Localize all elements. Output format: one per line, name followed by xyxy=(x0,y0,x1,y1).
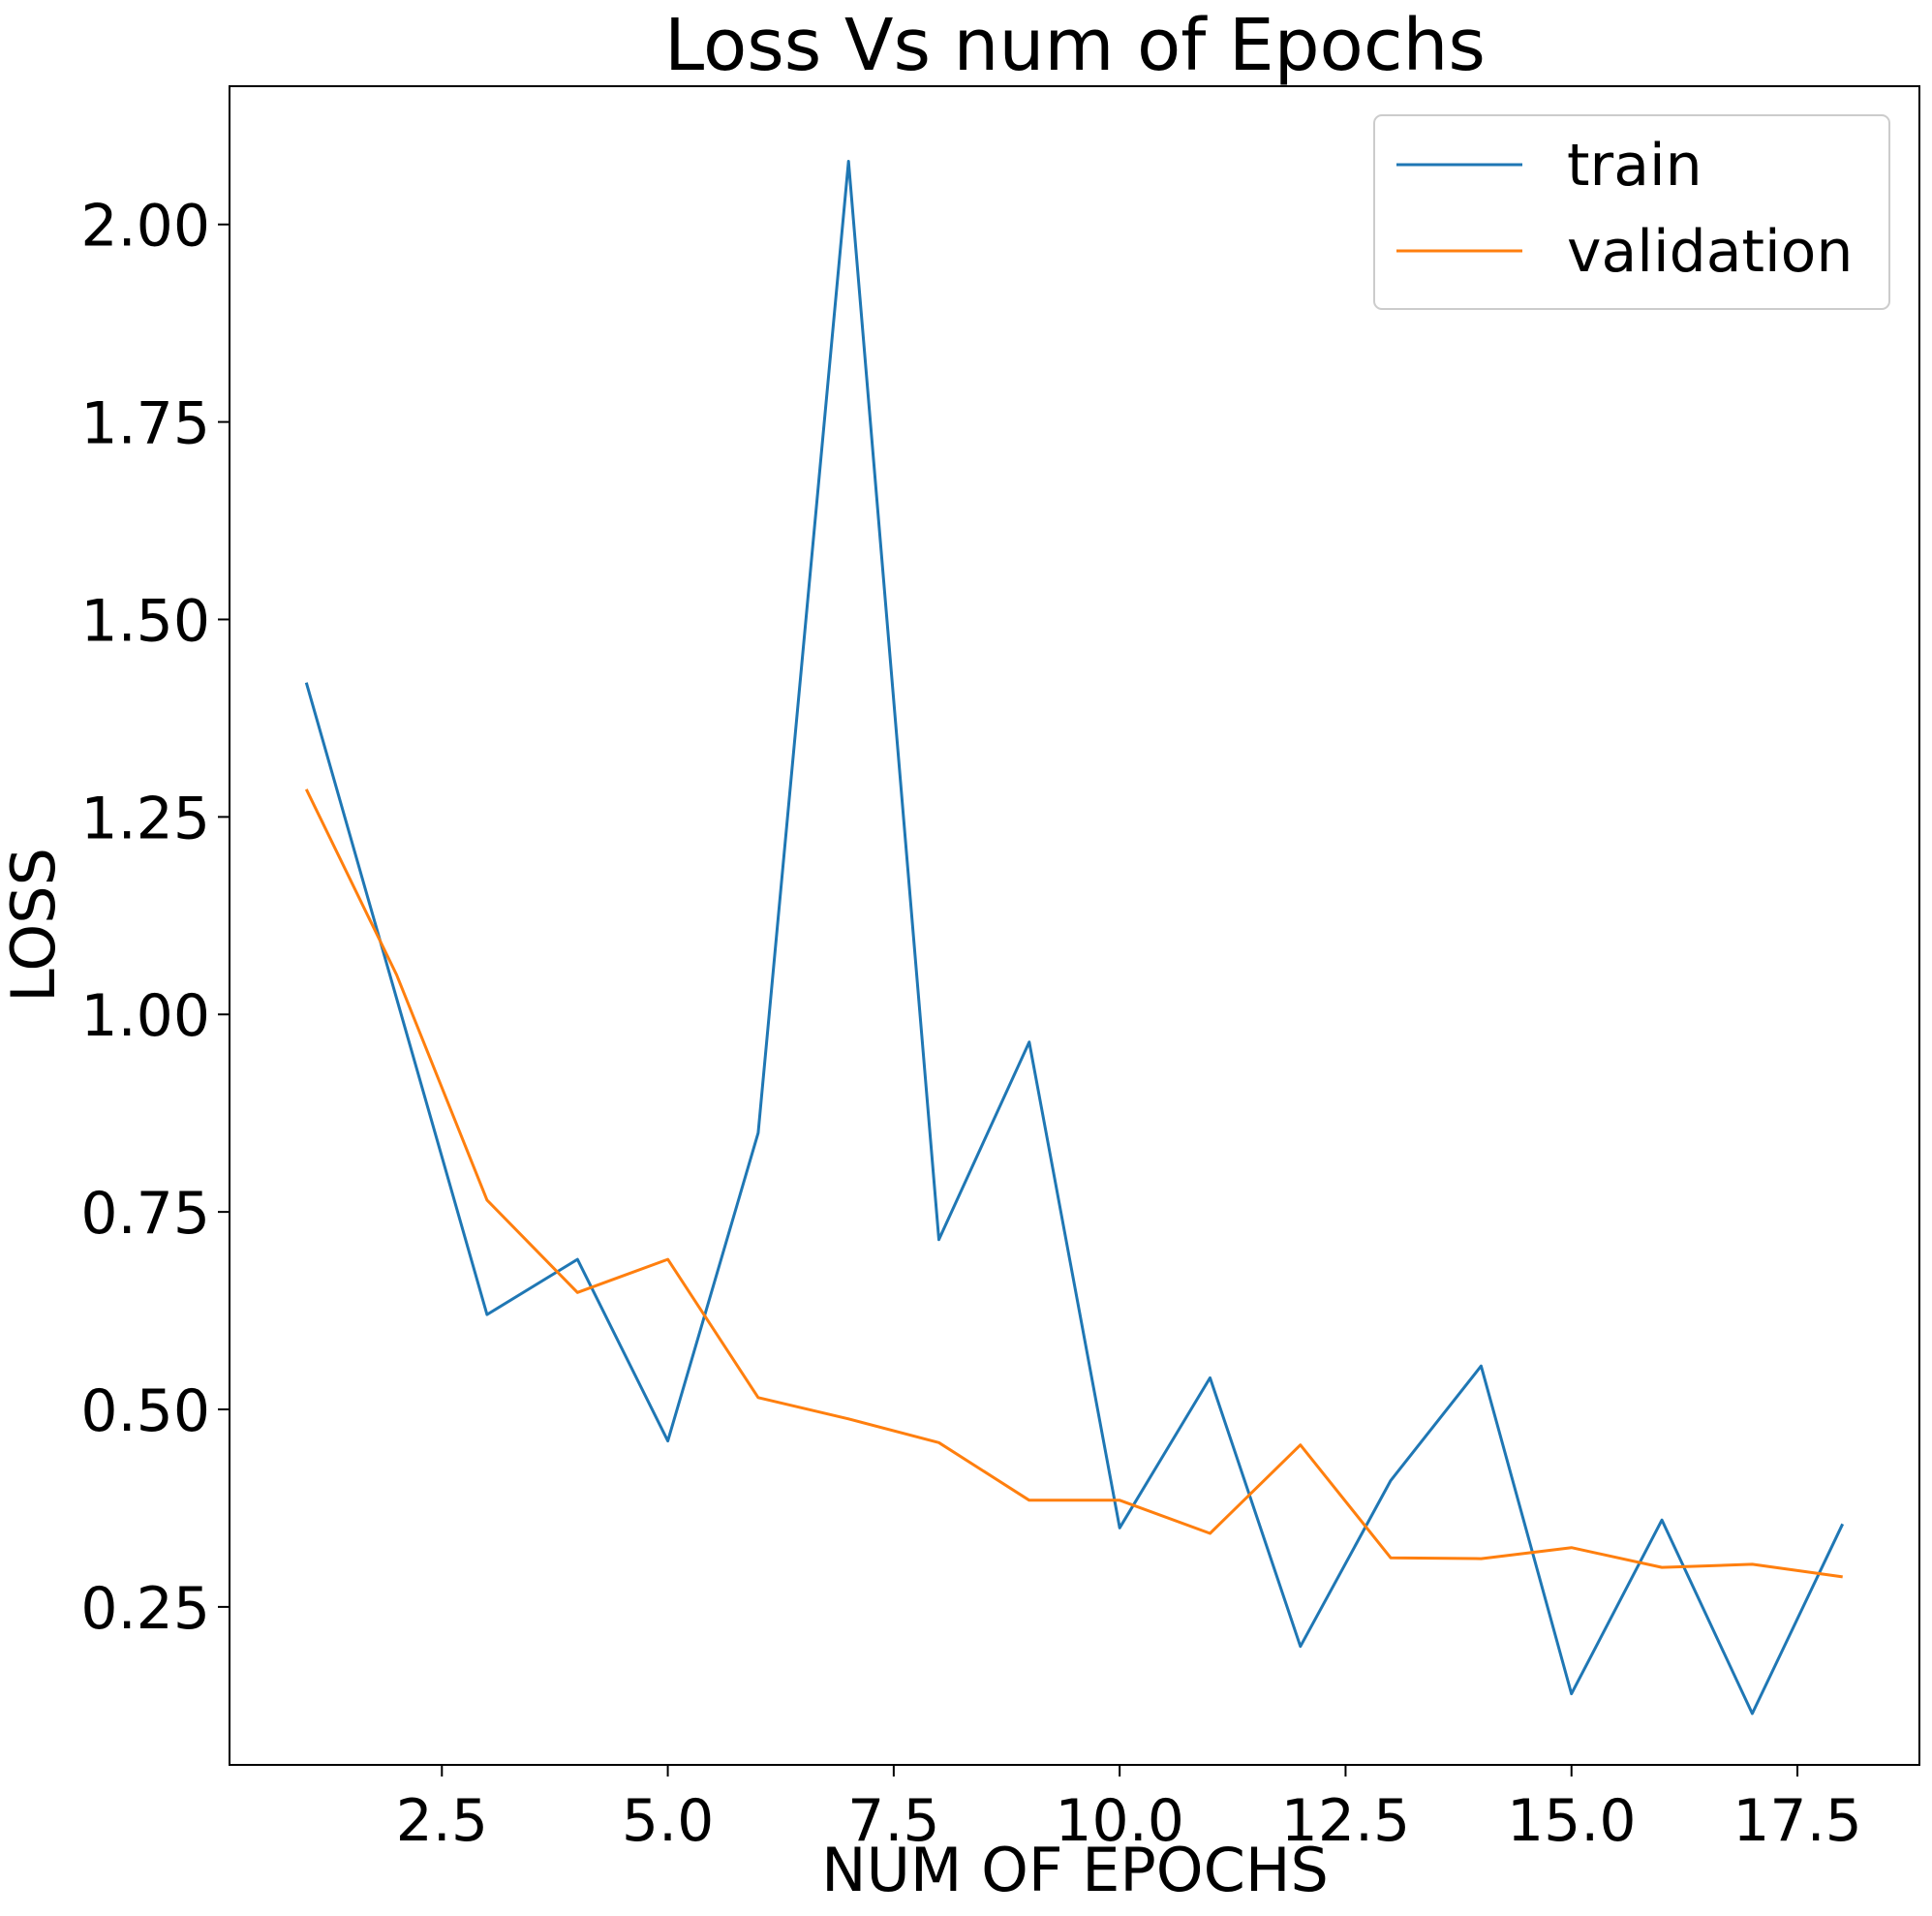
x-tick-label: 12.5 xyxy=(1281,1787,1411,1855)
x-tick-label: 7.5 xyxy=(847,1787,939,1855)
x-tick-label: 10.0 xyxy=(1055,1787,1184,1855)
y-tick-label: 0.75 xyxy=(80,1180,210,1248)
y-tick-label: 1.50 xyxy=(80,587,210,655)
y-tick-label: 2.00 xyxy=(80,193,210,261)
series-line-validation xyxy=(304,788,1843,1579)
x-axis-label: NUM OF EPOCHS xyxy=(821,1835,1329,1905)
legend: train validation xyxy=(1373,114,1890,310)
plot-frame xyxy=(229,85,1920,1766)
y-tick-label: 1.25 xyxy=(80,785,210,852)
y-tick-label: 0.50 xyxy=(80,1377,210,1445)
chart-title: Loss Vs num of Epochs xyxy=(664,4,1486,87)
y-axis-label: LOSS xyxy=(0,848,69,1003)
plot-lines xyxy=(304,160,1845,1715)
x-tick-label: 2.5 xyxy=(396,1787,488,1855)
x-tick-label: 15.0 xyxy=(1507,1787,1637,1855)
x-tick-label: 17.5 xyxy=(1733,1787,1862,1855)
x-tick-label: 5.0 xyxy=(622,1787,714,1855)
y-tick-label: 0.25 xyxy=(80,1575,210,1643)
y-tick-label: 1.75 xyxy=(80,390,210,458)
y-axis-ticks: 0.25 0.50 0.75 1.00 1.25 1.50 1.75 2.00 xyxy=(80,193,230,1643)
x-axis-ticks: 2.5 5.0 7.5 10.0 12.5 15.0 17.5 xyxy=(396,1765,1862,1855)
y-tick-label: 1.00 xyxy=(80,982,210,1050)
legend-validation-label: validation xyxy=(1567,218,1853,286)
legend-train-label: train xyxy=(1567,132,1702,200)
series-line-train xyxy=(304,160,1845,1715)
